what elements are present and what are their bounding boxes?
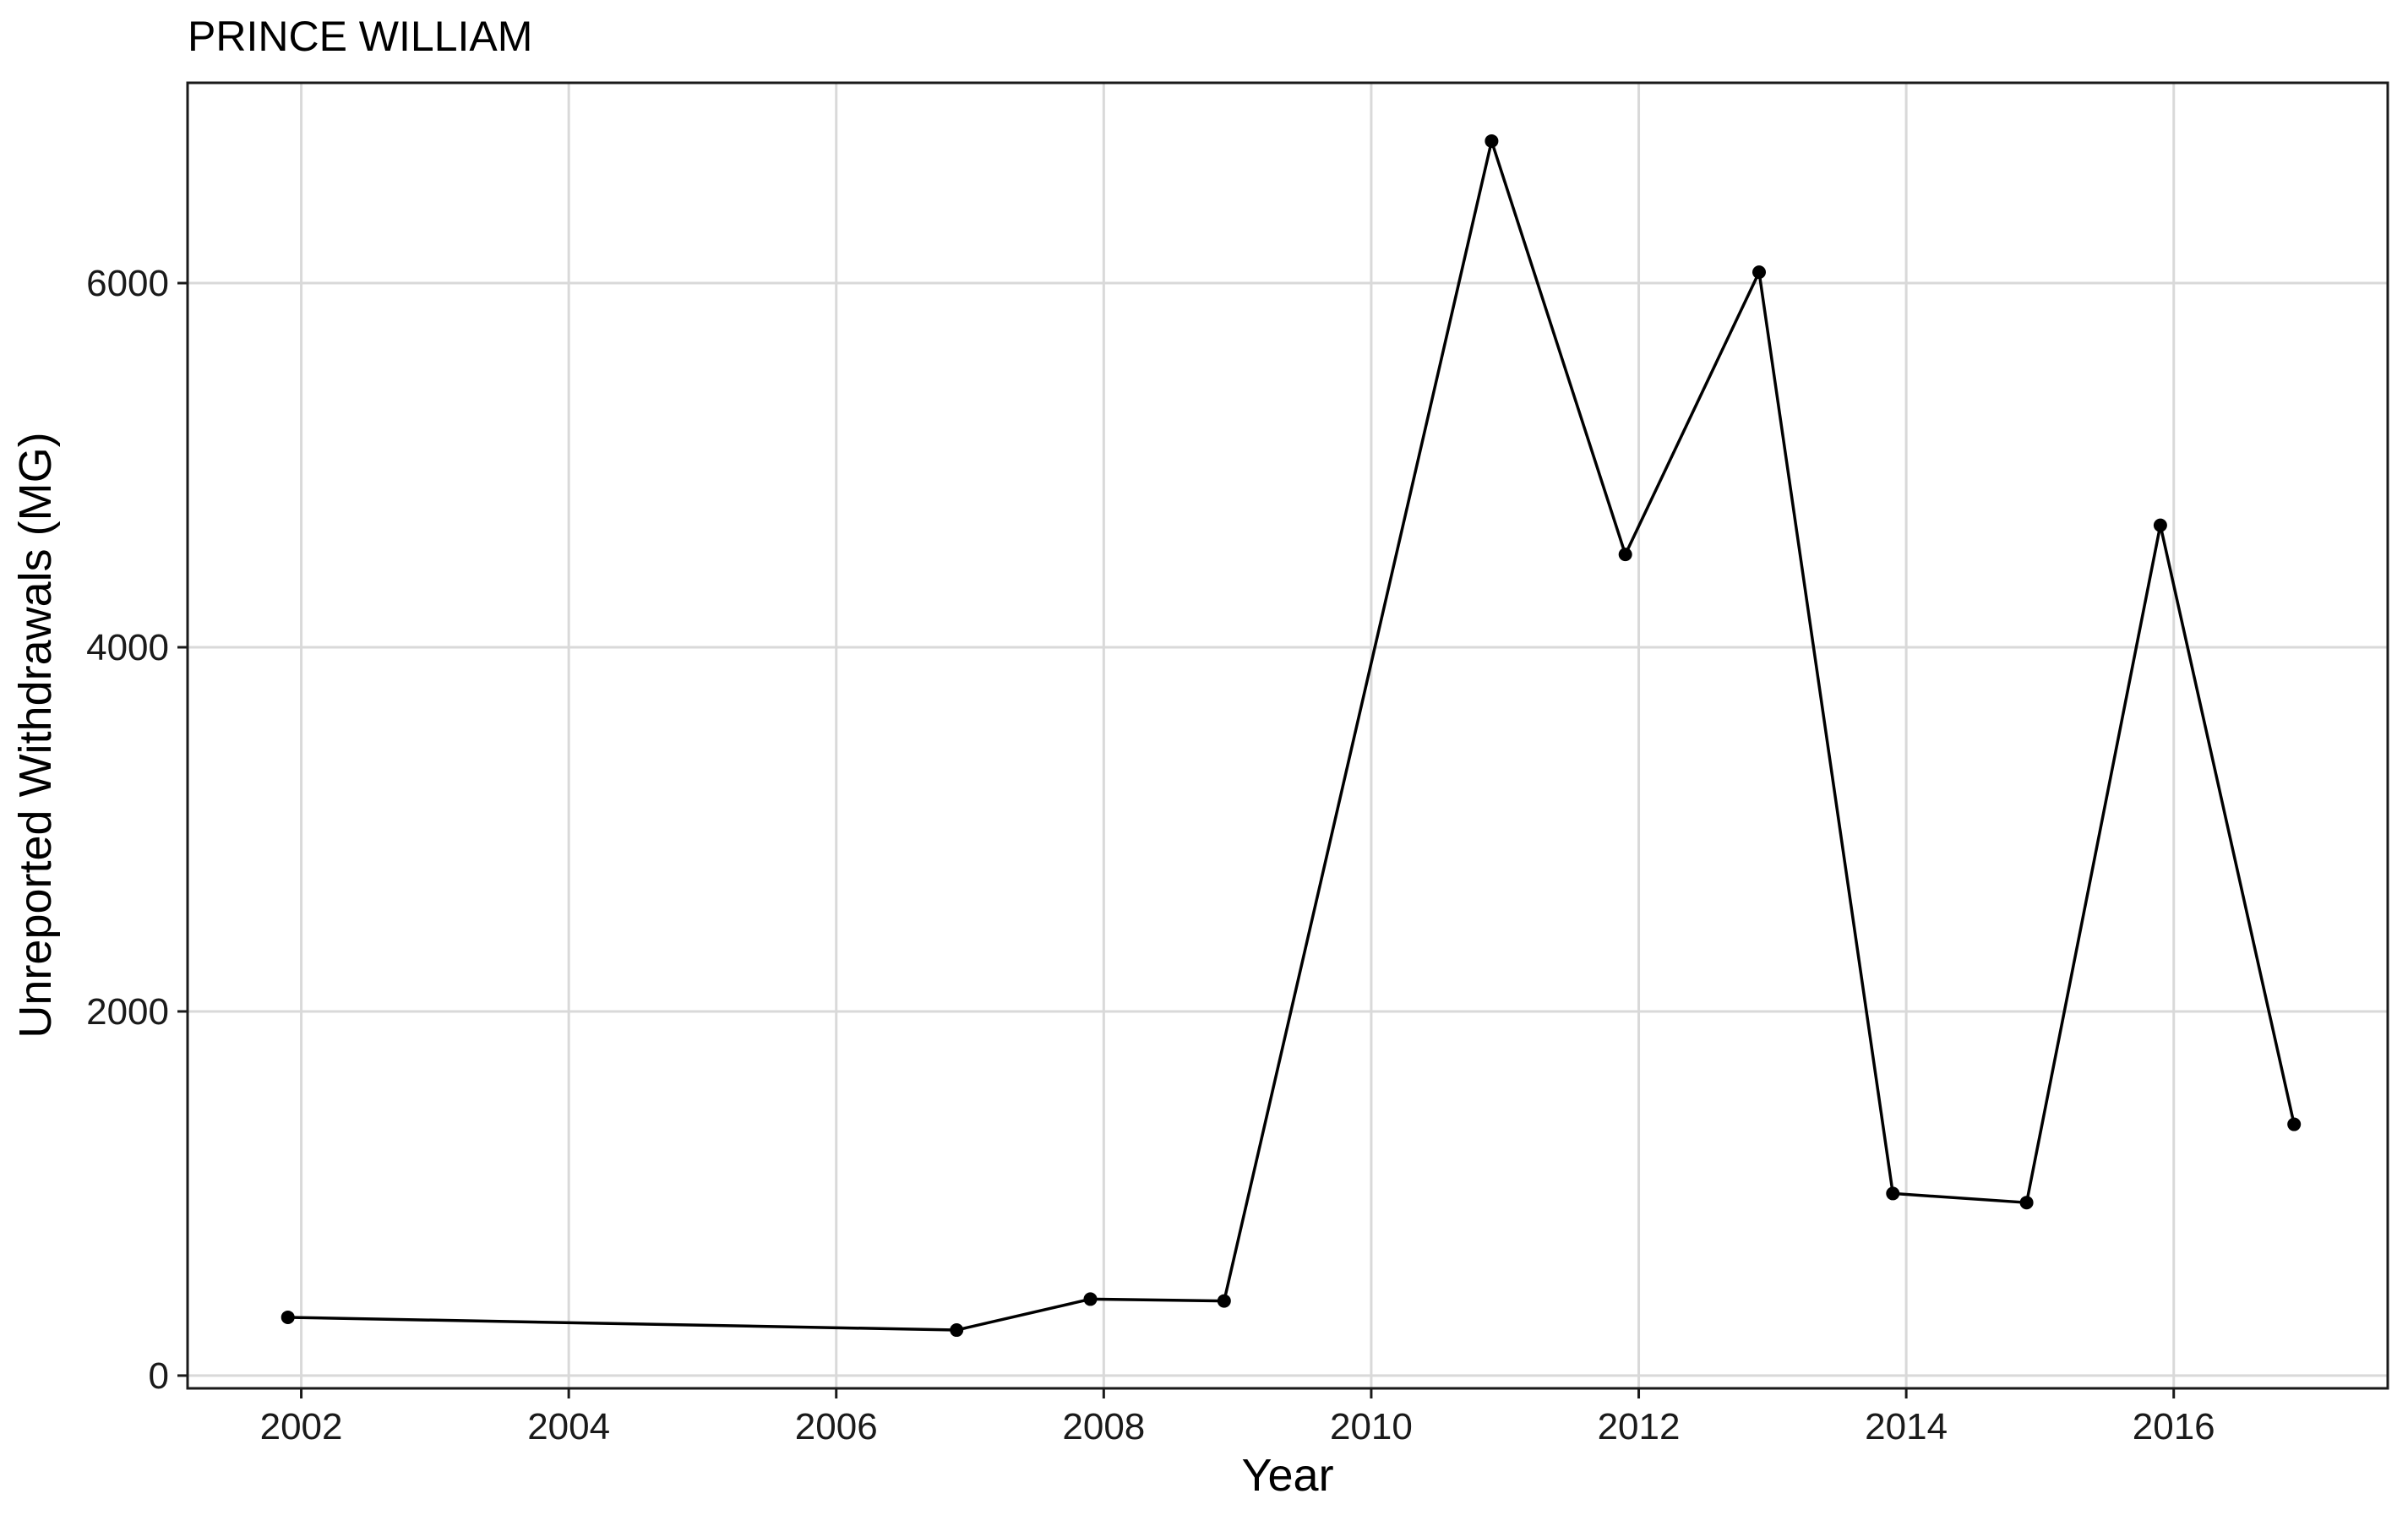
y-axis-title: Unreported Withdrawals (MG): [10, 432, 61, 1038]
series-line: [287, 135, 2296, 1332]
y-tick-label: 2000: [86, 991, 169, 1033]
x-tick-label: 2016: [2133, 1406, 2215, 1447]
axis-layer: 2002 2004 2006 2008 2010 2012 2014 2016 0 2000 400…: [86, 263, 2215, 1447]
x-axis-title: Year: [1241, 1450, 1333, 1501]
plot-panel: [186, 81, 2389, 1390]
data-point: [2153, 518, 2167, 532]
x-tick-label: 2006: [795, 1406, 878, 1447]
data-point: [281, 1310, 295, 1324]
x-tick-label: 2008: [1062, 1406, 1145, 1447]
grid-layer: [188, 83, 2388, 1388]
y-tick-label: 0: [149, 1355, 169, 1397]
x-tick-label: 2012: [1598, 1406, 1681, 1447]
data-point: [1618, 548, 1632, 562]
x-tick-label: 2010: [1330, 1406, 1413, 1447]
data-point: [950, 1323, 964, 1338]
x-tick-label: 2014: [1865, 1406, 1948, 1447]
data-point: [1217, 1294, 1231, 1308]
data-point: [1886, 1186, 1900, 1201]
data-point: [2019, 1196, 2034, 1210]
x-tick-label: 2004: [527, 1406, 610, 1447]
chart-title: PRINCE WILLIAM: [188, 13, 532, 60]
x-tick-label: 2002: [260, 1406, 343, 1447]
series-layer: [281, 134, 2302, 1338]
y-tick-label: 6000: [86, 263, 169, 304]
data-point: [1752, 265, 1766, 280]
data-point: [2287, 1117, 2302, 1131]
data-point: [1485, 134, 1499, 148]
data-point: [1083, 1292, 1098, 1306]
y-tick-label: 4000: [86, 627, 169, 668]
